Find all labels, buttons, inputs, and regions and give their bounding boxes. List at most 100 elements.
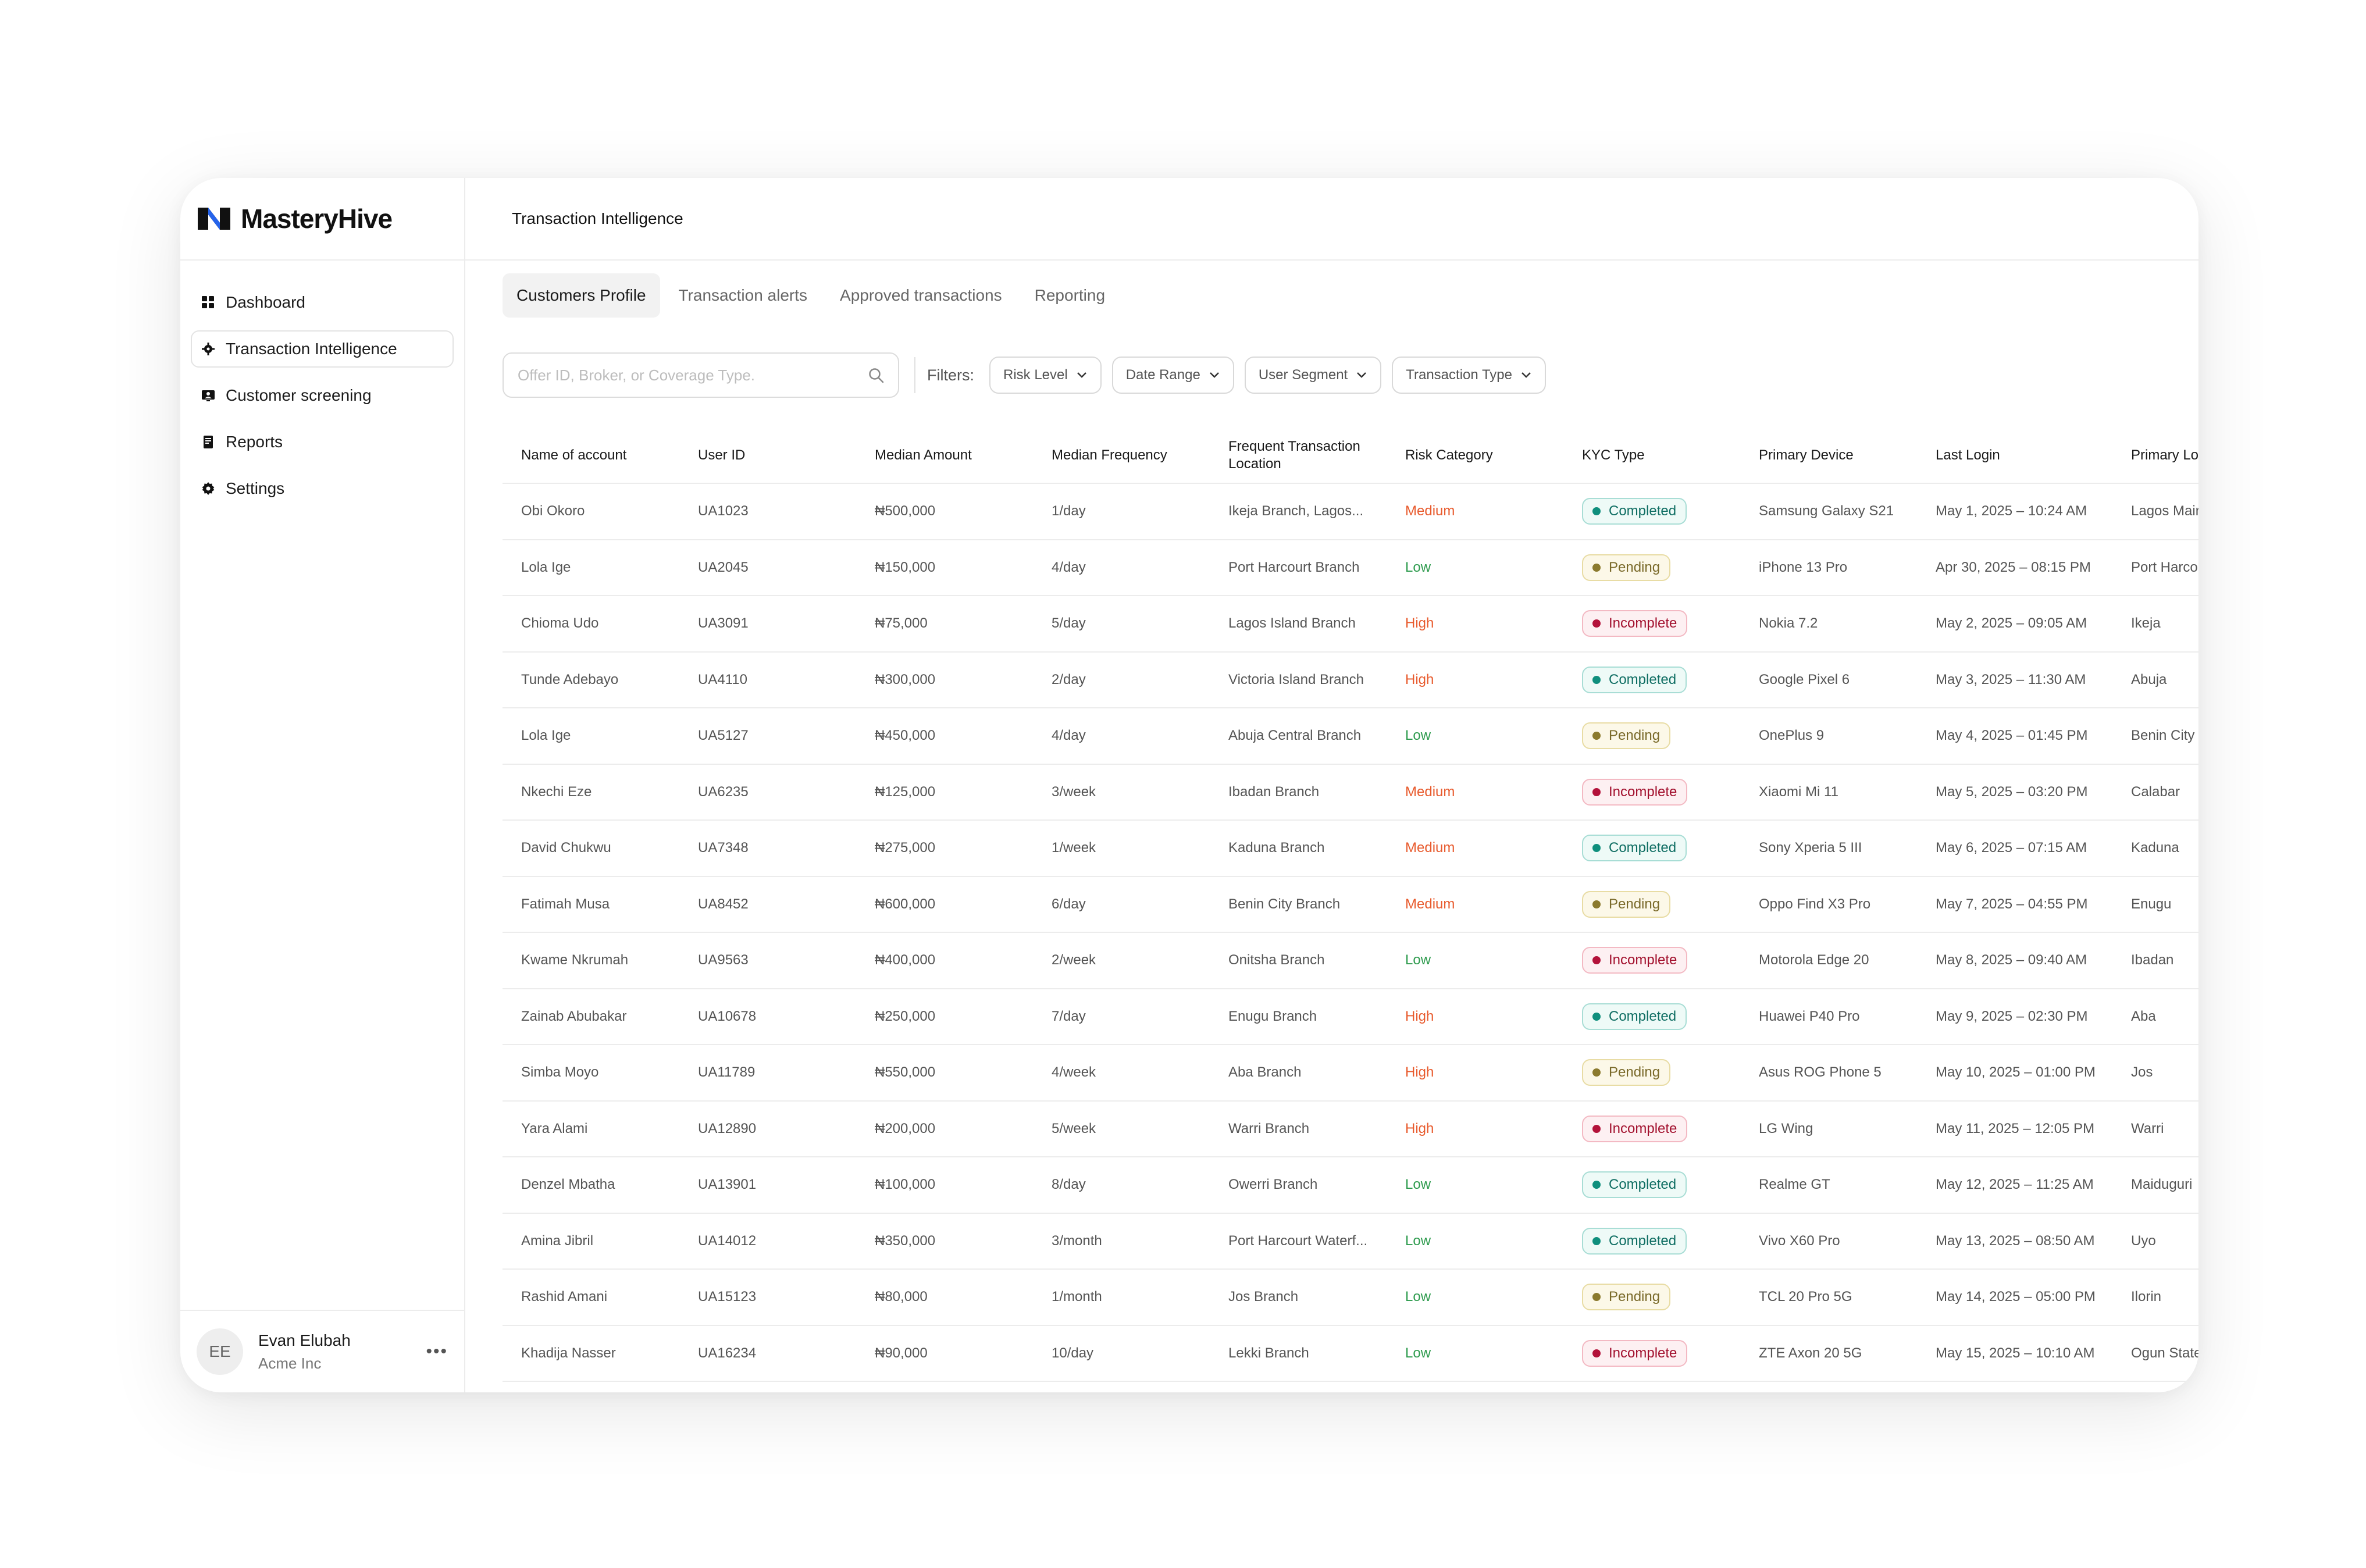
column-header[interactable]: Last Login [1936,447,2000,463]
table-cell: Nokia 7.2 [1759,615,1818,632]
table-cell: ₦150,000 [875,559,936,575]
risk-category: Low [1405,1232,1431,1249]
table-cell: ₦75,000 [875,615,928,632]
status-label: Incomplete [1609,1120,1677,1136]
table-cell: UA10678 [698,1008,757,1024]
sidebar-item-dashboard[interactable]: Dashboard [191,284,454,321]
sidebar-item-customer-screening[interactable]: Customer screening [191,377,454,414]
table-cell: ₦550,000 [875,1064,936,1081]
tab-customers-profile[interactable]: Customers Profile [503,273,660,318]
table-row[interactable]: David Chukwu UA7348 ₦275,000 1/week Kaduna B… [503,821,2198,877]
status-label: Pending [1609,1289,1661,1305]
status-dot-icon [1592,1349,1601,1357]
table-cell: Khadija Nasser [521,1345,616,1361]
table-row[interactable]: Kwame Nkrumah UA9563 ₦400,000 2/week Onitsha… [503,933,2198,989]
kyc-cell: Completed [1563,498,1740,525]
chevron-down-icon [1521,372,1531,378]
table-cell: UA15123 [698,1289,757,1305]
tab-reporting[interactable]: Reporting [1034,286,1106,304]
sidebar-item-transaction-intelligence[interactable]: Transaction Intelligence [191,330,454,368]
table-row[interactable]: Amina Jibril UA14012 ₦350,000 3/month Port H… [503,1214,2198,1270]
status-badge: Completed [1582,666,1687,693]
status-badge: Pending [1582,1284,1671,1311]
column-header[interactable]: Median Frequency [1052,447,1167,463]
table-cell: Port Harcourt Waterf... [1228,1232,1368,1249]
column-header[interactable]: Median Amount [875,447,972,463]
table-row[interactable]: Obi Okoro UA1023 ₦500,000 1/day Ikeja Branch… [503,484,2198,540]
brand: MasteryHive [180,178,464,261]
table-row[interactable]: Chioma Udo UA3091 ₦75,000 5/day Lagos Island… [503,596,2198,653]
status-dot-icon [1592,1124,1601,1133]
tabs: Customers Profile Transaction alerts App… [503,273,2198,318]
app-window: MasteryHive Dashboard Transaction Intell… [180,178,2198,1392]
search-input[interactable] [518,366,868,384]
filter-risk-level[interactable]: Risk Level [989,357,1102,394]
table-row[interactable]: Fatimah Musa UA8452 ₦600,000 6/day Benin Cit… [503,877,2198,933]
status-dot-icon [1592,844,1601,853]
table-cell: 2/week [1052,952,1096,968]
sidebar-nav: Dashboard Transaction Intelligence Custo… [180,261,464,507]
table-cell: ₦200,000 [875,1120,936,1136]
sidebar-item-reports[interactable]: Reports [191,423,454,461]
table-cell: May 12, 2025 – 11:25 AM [1936,1177,2094,1193]
filter-user-segment[interactable]: User Segment [1244,357,1382,394]
filter-label: Date Range [1125,367,1200,383]
table-row[interactable]: Yara Alami UA12890 ₦200,000 5/week Warri Bra… [503,1102,2198,1157]
table-cell: Zainab Abubakar [521,1008,627,1024]
table-row[interactable]: Rashid Amani UA15123 ₦80,000 1/month Jos Bra… [503,1270,2198,1326]
filter-bar: Filters: Risk Level Date Range User Segm… [503,352,2198,398]
table-row[interactable]: Khadija Nasser UA16234 ₦90,000 10/day Lekki … [503,1326,2198,1382]
status-dot-icon [1592,787,1601,796]
table-cell: ₦300,000 [875,671,936,687]
column-header[interactable]: KYC Type [1582,447,1645,463]
table-row[interactable]: Lola Ige UA2045 ₦150,000 4/day Port Harcourt… [503,540,2198,596]
status-label: Incomplete [1609,615,1677,632]
column-header[interactable]: Primary Lo [2131,447,2198,463]
id-card-icon [201,389,215,402]
risk-category: Low [1405,1177,1431,1193]
filter-date-range[interactable]: Date Range [1111,357,1234,394]
table-cell: Benin City [2131,728,2195,744]
tab-transaction-alerts[interactable]: Transaction alerts [678,286,808,304]
risk-category: Low [1405,559,1431,575]
table-row[interactable]: Simba Moyo UA11789 ₦550,000 4/week Aba Branc… [503,1045,2198,1102]
column-header[interactable]: Risk Category [1405,447,1493,463]
table-cell: Kwame Nkrumah [521,952,629,968]
table-cell: UA13901 [698,1177,757,1193]
column-header[interactable]: Primary Device [1759,447,1854,463]
more-options-icon[interactable]: ••• [426,1342,448,1361]
filter-transaction-type[interactable]: Transaction Type [1392,357,1546,394]
chevron-down-icon [1357,372,1367,378]
table-row[interactable]: Denzel Mbatha UA13901 ₦100,000 8/day Owerri … [503,1157,2198,1214]
status-dot-icon [1592,900,1601,908]
column-header[interactable]: Name of account [521,447,627,463]
column-header[interactable]: User ID [698,447,746,463]
search-box [503,352,899,398]
tab-approved-transactions[interactable]: Approved transactions [840,286,1002,304]
user-profile[interactable]: EE Evan Elubah Acme Inc ••• [180,1310,464,1392]
table-row[interactable]: Nkechi Eze UA6235 ₦125,000 3/week Ibadan Bra… [503,765,2198,821]
table-cell: Sony Xperia 5 III [1759,840,1862,856]
table-cell: David Chukwu [521,840,611,856]
table-row[interactable]: Tunde Adebayo UA4110 ₦300,000 2/day Victoria… [503,653,2198,708]
table-row[interactable]: Zainab Abubakar UA10678 ₦250,000 7/day Enugu… [503,989,2198,1045]
column-header[interactable]: Frequent Transaction Location [1228,439,1360,472]
page-title: Transaction Intelligence [512,209,683,227]
kyc-cell: Incomplete [1563,947,1740,974]
risk-category: High [1405,1008,1434,1024]
risk-category: Low [1405,952,1431,968]
table-cell: 1/week [1052,840,1096,856]
table-cell: ₦250,000 [875,1008,936,1024]
search-icon[interactable] [868,367,884,383]
table-row[interactable]: Lola Ige UA5127 ₦450,000 4/day Abuja Central… [503,708,2198,765]
kyc-cell: Incomplete [1563,610,1740,637]
status-dot-icon [1592,1012,1601,1021]
status-badge: Incomplete [1582,610,1688,637]
risk-category: High [1405,671,1434,687]
table-cell: Oppo Find X3 Pro [1759,896,1871,912]
status-label: Pending [1609,896,1661,912]
kyc-cell: Pending [1563,890,1740,918]
table-cell: Warri Branch [1228,1120,1310,1136]
table-cell: May 11, 2025 – 12:05 PM [1936,1120,2095,1136]
sidebar-item-settings[interactable]: Settings [191,470,454,507]
